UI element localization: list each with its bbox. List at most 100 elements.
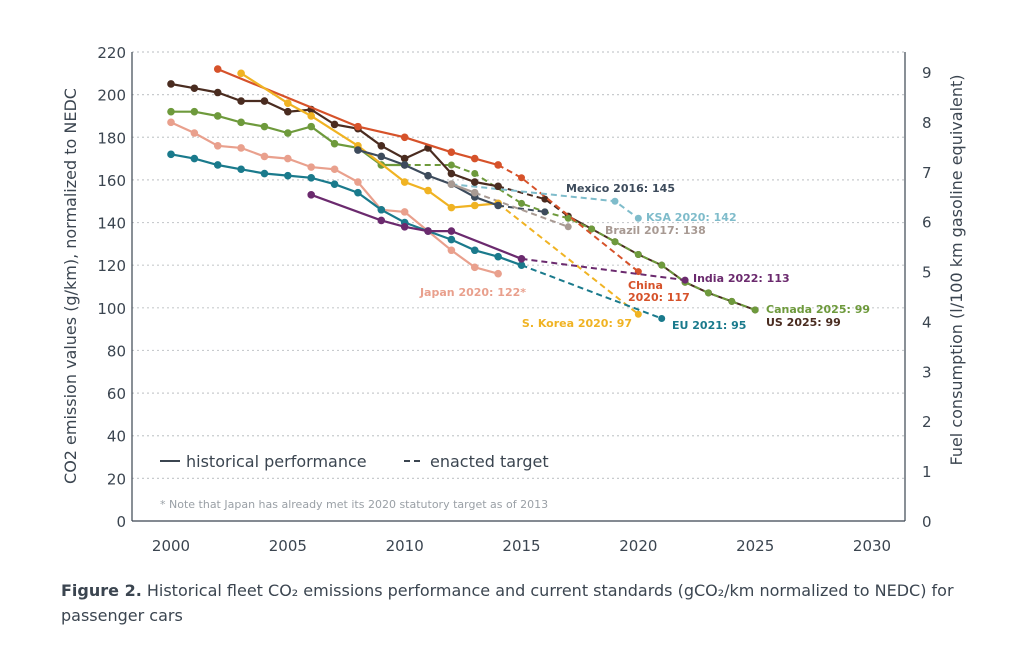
historical-point bbox=[494, 201, 502, 210]
historical-point bbox=[470, 178, 479, 186]
historical-point bbox=[400, 154, 409, 163]
historical-point bbox=[447, 148, 456, 156]
historical-point bbox=[260, 152, 269, 161]
historical-point bbox=[284, 154, 292, 163]
historical-point bbox=[377, 142, 386, 150]
historical-point bbox=[447, 180, 456, 188]
target-point bbox=[518, 199, 525, 207]
historical-point bbox=[400, 161, 409, 169]
historical-point bbox=[213, 112, 222, 120]
historical-point bbox=[470, 188, 479, 197]
series-india-historical bbox=[307, 191, 526, 263]
historical-point bbox=[237, 69, 245, 78]
historical-point bbox=[354, 146, 362, 154]
y-right-tick-label: 2 bbox=[922, 413, 932, 431]
y-right-tick-label: 3 bbox=[922, 363, 932, 381]
x-tick-label: 2030 bbox=[853, 537, 891, 555]
y-tick-label: 180 bbox=[97, 129, 126, 147]
historical-point bbox=[190, 107, 199, 116]
label-eu: EU 2021: 95 bbox=[672, 319, 746, 332]
series-ksa bbox=[451, 183, 642, 222]
historical-point bbox=[494, 161, 502, 169]
y-axis-ticks: 0 20 40 60 80 100 120 140 160 180 200 220 bbox=[97, 44, 126, 531]
historical-point bbox=[447, 227, 456, 235]
target-point bbox=[751, 306, 759, 314]
x-tick-label: 2010 bbox=[386, 537, 424, 555]
historical-point bbox=[400, 178, 409, 186]
label-india: India 2022: 113 bbox=[693, 272, 790, 285]
series-s-korea-historical bbox=[237, 69, 502, 212]
target-line bbox=[474, 191, 569, 228]
y-tick-label: 80 bbox=[107, 342, 126, 360]
historical-point bbox=[284, 99, 292, 107]
y-right-tick-label: 7 bbox=[922, 164, 932, 182]
historical-line bbox=[451, 183, 476, 194]
historical-point bbox=[237, 144, 245, 152]
historical-point bbox=[447, 235, 456, 244]
y-tick-label: 60 bbox=[107, 385, 126, 403]
series-eu-historical bbox=[167, 150, 526, 269]
x-tick-label: 2015 bbox=[502, 537, 540, 555]
historical-point bbox=[237, 118, 245, 127]
chart: 0 20 40 60 80 100 120 140 160 180 200 220 0 1 2 3 4 5 6 7 8… bbox=[61, 44, 966, 555]
historical-point bbox=[213, 88, 222, 97]
target-point bbox=[704, 289, 712, 297]
y-right-tick-label: 9 bbox=[922, 64, 932, 82]
y-right-tick-label: 8 bbox=[922, 114, 932, 132]
label-japan: Japan 2020: 122* bbox=[419, 286, 526, 299]
historical-point bbox=[213, 161, 222, 169]
y-tick-label: 160 bbox=[97, 172, 126, 190]
target-point bbox=[658, 261, 666, 269]
historical-point bbox=[377, 216, 386, 225]
y-tick-label: 220 bbox=[97, 44, 126, 62]
historical-point bbox=[494, 269, 502, 278]
target-point bbox=[588, 225, 596, 233]
figure-caption: Figure 2. Historical fleet CO₂ emissions… bbox=[61, 578, 1001, 628]
series-china-historical bbox=[213, 65, 502, 169]
historical-point bbox=[330, 165, 339, 174]
historical-point bbox=[307, 191, 316, 199]
historical-line bbox=[310, 193, 522, 260]
x-axis-ticks: 2000 2005 2010 2015 2020 2025 2030 bbox=[152, 537, 891, 555]
target-point bbox=[541, 195, 549, 203]
series-japan-historical bbox=[167, 118, 502, 278]
historical-point bbox=[260, 97, 269, 105]
historical-point bbox=[400, 208, 409, 216]
label-china: China bbox=[628, 279, 663, 292]
historical-point bbox=[354, 188, 362, 197]
historical-point bbox=[354, 178, 362, 186]
historical-point bbox=[447, 246, 456, 255]
target-point bbox=[447, 161, 455, 169]
historical-point bbox=[213, 65, 222, 73]
historical-point bbox=[330, 180, 339, 188]
historical-point bbox=[470, 201, 479, 210]
y-right-tick-label: 5 bbox=[922, 264, 932, 282]
historical-point bbox=[447, 203, 456, 212]
historical-point bbox=[284, 129, 292, 137]
historical-point bbox=[260, 122, 269, 131]
target-line bbox=[404, 164, 756, 311]
legend: historical performance enacted target bbox=[160, 452, 549, 471]
historical-point bbox=[494, 182, 502, 191]
target-point bbox=[728, 297, 736, 305]
historical-line bbox=[170, 153, 522, 267]
historical-point bbox=[284, 171, 292, 180]
y-right-tick-label: 6 bbox=[922, 214, 932, 232]
y-right-tick-label: 4 bbox=[922, 313, 932, 331]
historical-point bbox=[424, 186, 432, 195]
historical-point bbox=[447, 169, 456, 178]
historical-point bbox=[354, 122, 362, 131]
historical-line bbox=[217, 68, 499, 167]
y-tick-label: 40 bbox=[107, 428, 126, 446]
historical-point bbox=[190, 154, 199, 163]
label-us: US 2025: 99 bbox=[766, 316, 841, 329]
target-point bbox=[634, 251, 642, 259]
series-us-historical bbox=[167, 80, 502, 191]
target-line bbox=[521, 264, 663, 320]
legend-historical-label: historical performance bbox=[186, 452, 367, 471]
label-mexico: Mexico 2016: 145 bbox=[566, 182, 675, 195]
historical-point bbox=[190, 84, 199, 93]
caption-text: Historical fleet CO₂ emissions performan… bbox=[61, 581, 954, 625]
historical-point bbox=[377, 152, 386, 161]
x-tick-label: 2000 bbox=[152, 537, 190, 555]
